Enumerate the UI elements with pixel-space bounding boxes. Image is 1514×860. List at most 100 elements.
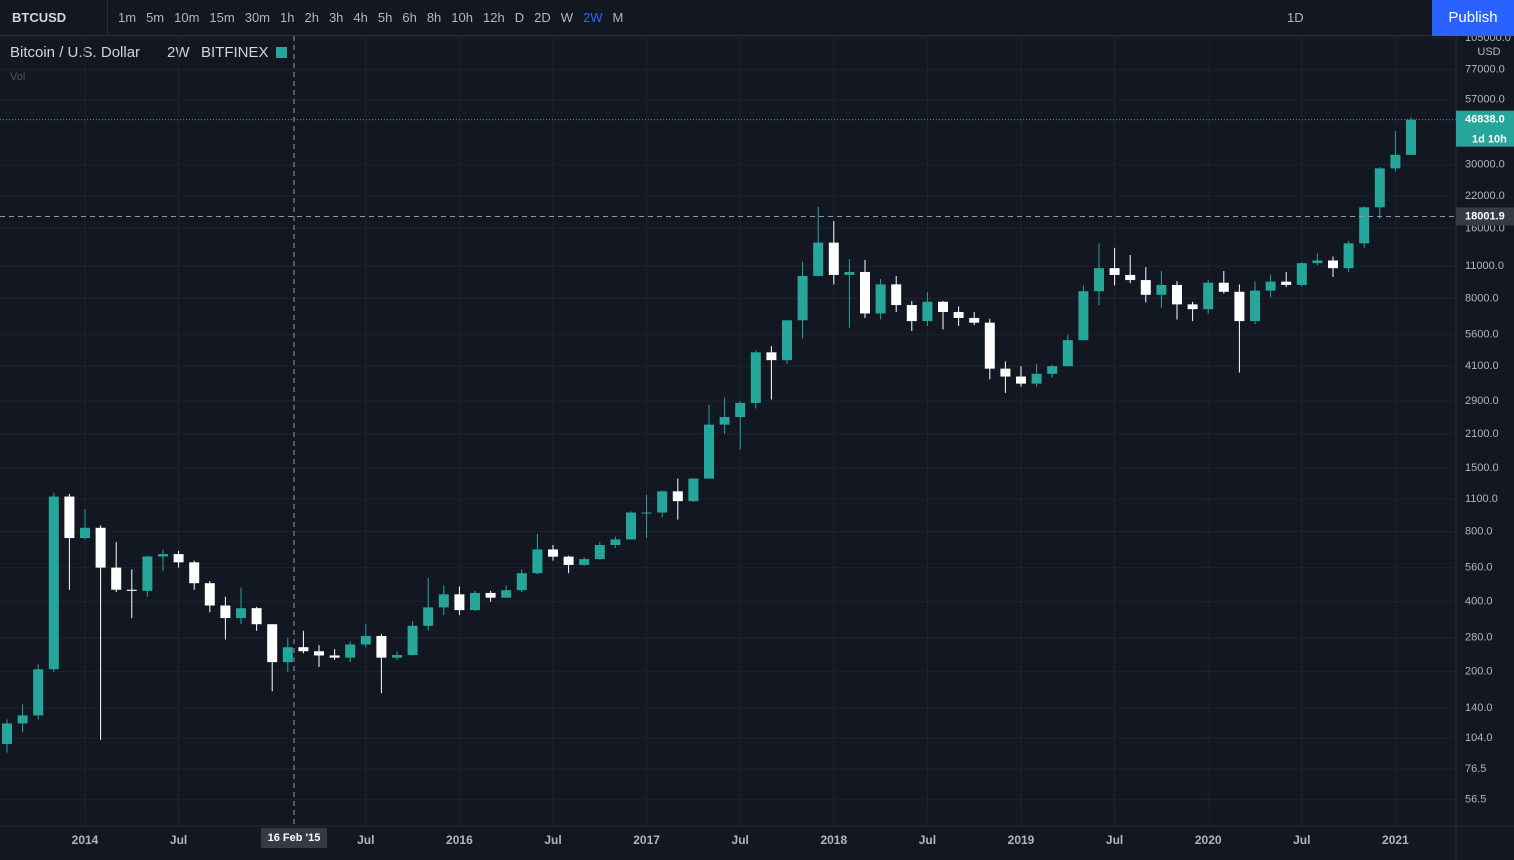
candle-body bbox=[158, 554, 168, 557]
candle-body bbox=[1406, 119, 1416, 155]
interval[interactable]: 12h bbox=[483, 10, 505, 25]
candle-body bbox=[1374, 168, 1385, 208]
interval[interactable]: 5h bbox=[377, 10, 393, 25]
candle-body bbox=[485, 592, 496, 598]
candle-body bbox=[1172, 284, 1182, 305]
candle-body bbox=[142, 556, 153, 591]
y-tick-label: 77000.0 bbox=[1465, 63, 1505, 75]
candle-body bbox=[1062, 340, 1073, 367]
y-tick-label: 1100.0 bbox=[1465, 493, 1498, 505]
candle-body bbox=[345, 644, 356, 658]
y-tick-label: 2100.0 bbox=[1465, 428, 1499, 440]
candle-body bbox=[516, 573, 527, 591]
candle-body bbox=[906, 305, 917, 322]
candle-body bbox=[204, 583, 215, 606]
candle-body bbox=[2, 723, 12, 744]
candle-body bbox=[1265, 281, 1276, 291]
y-tick-label: 30000.0 bbox=[1465, 159, 1505, 171]
y-tick-label: 800.0 bbox=[1465, 525, 1493, 537]
candle-body bbox=[314, 651, 324, 656]
candle-body bbox=[220, 605, 231, 619]
interval[interactable]: 5m bbox=[146, 10, 165, 25]
candle-body bbox=[657, 491, 668, 513]
candle-body bbox=[828, 242, 839, 275]
last-price: 46838.0 bbox=[1465, 114, 1505, 126]
candle-body bbox=[48, 496, 59, 670]
candle-body bbox=[17, 715, 28, 724]
candle-body bbox=[1140, 280, 1151, 295]
candle-body bbox=[173, 554, 184, 563]
y-tick-label: 76.5 bbox=[1465, 763, 1486, 775]
range[interactable]: 1D bbox=[1287, 10, 1304, 25]
candle-body bbox=[501, 590, 512, 598]
y-tick-label: 8000.0 bbox=[1465, 292, 1499, 304]
candle-body bbox=[532, 549, 543, 574]
candle-body bbox=[80, 527, 90, 539]
interval[interactable]: 1h bbox=[280, 10, 295, 25]
legend-name: Bitcoin / U.S. Dollar bbox=[10, 44, 140, 61]
y-tick-label: 2900.0 bbox=[1465, 395, 1499, 407]
candle-body bbox=[984, 322, 995, 369]
interval[interactable]: 6h bbox=[402, 10, 417, 25]
candle-body bbox=[423, 607, 434, 626]
publish-button[interactable]: Publish bbox=[1432, 0, 1514, 36]
candle-body bbox=[95, 527, 106, 568]
candle-body bbox=[719, 417, 730, 425]
interval[interactable]: M bbox=[612, 10, 624, 25]
interval[interactable]: 10m bbox=[174, 10, 200, 25]
candle-body bbox=[298, 647, 309, 652]
candle-body bbox=[797, 275, 808, 321]
y-tick-label: 200.0 bbox=[1465, 666, 1493, 678]
candle-body bbox=[1250, 290, 1260, 322]
interval[interactable]: 2W bbox=[583, 10, 603, 25]
candle-body bbox=[969, 317, 980, 323]
interval[interactable]: 15m bbox=[209, 10, 235, 25]
interval[interactable]: 3h bbox=[328, 10, 344, 25]
toolbar: BTCUSD 1m 5m 10m 15m 30m 1h 2h 3h 4h 5h 6h 8h 10h 12h… bbox=[0, 0, 1514, 36]
candle-body bbox=[329, 655, 340, 658]
candle-body bbox=[735, 402, 746, 418]
candle-body bbox=[626, 512, 636, 540]
candle-body bbox=[376, 635, 387, 658]
interval[interactable]: 2D bbox=[534, 10, 551, 25]
candle-body bbox=[1078, 291, 1089, 341]
interval[interactable]: 2h bbox=[304, 10, 319, 25]
x-tick-label: 2016 bbox=[446, 833, 473, 847]
interval[interactable]: 8h bbox=[426, 10, 442, 25]
candle-body bbox=[1328, 260, 1338, 269]
interval[interactable]: W bbox=[560, 10, 573, 25]
candle-body bbox=[64, 496, 75, 539]
x-tick-label: 2014 bbox=[72, 833, 99, 847]
x-tick-label: Jul bbox=[357, 833, 374, 847]
candle-body bbox=[610, 539, 621, 546]
candle-body bbox=[891, 284, 902, 306]
candle-body bbox=[392, 655, 402, 658]
y-tick-label: 11000.0 bbox=[1465, 260, 1504, 272]
interval[interactable]: 30m bbox=[244, 10, 271, 25]
candle-body bbox=[766, 352, 777, 361]
market-flag bbox=[276, 47, 287, 58]
candle-body bbox=[1234, 291, 1245, 322]
candle-body bbox=[641, 512, 652, 514]
candle-body bbox=[938, 301, 948, 313]
candle-body bbox=[189, 562, 200, 584]
candle-body bbox=[1125, 274, 1136, 281]
interval[interactable]: 4h bbox=[353, 10, 368, 25]
candle-body bbox=[360, 635, 371, 645]
interval[interactable]: D bbox=[514, 10, 525, 25]
candle-body bbox=[1281, 281, 1292, 285]
interval[interactable]: 10h bbox=[451, 10, 473, 25]
candle-body bbox=[1109, 268, 1120, 275]
symbol[interactable]: BTCUSD bbox=[0, 0, 108, 36]
x-tick-label: Jul bbox=[544, 833, 561, 847]
candle-body bbox=[438, 594, 449, 608]
y-tick-label: 280.0 bbox=[1465, 632, 1493, 644]
x-tick-label: Jul bbox=[1106, 833, 1123, 847]
candle-body bbox=[454, 594, 465, 611]
interval[interactable]: 1m bbox=[118, 10, 137, 25]
crosshair-date-box bbox=[261, 828, 327, 848]
y-tick-label: 5600.0 bbox=[1465, 329, 1499, 341]
x-tick-label: Jul bbox=[919, 833, 936, 847]
last-price-box bbox=[1456, 110, 1514, 147]
